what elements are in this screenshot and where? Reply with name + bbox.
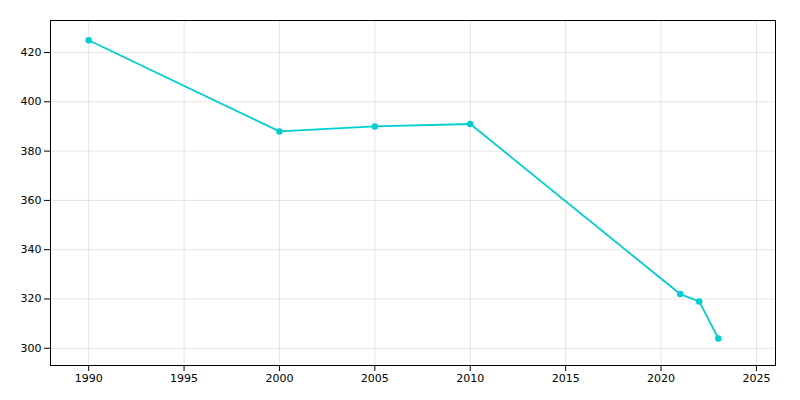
svg-text:300: 300 bbox=[21, 342, 42, 355]
svg-text:380: 380 bbox=[21, 145, 42, 158]
svg-text:1990: 1990 bbox=[75, 372, 103, 385]
svg-text:2020: 2020 bbox=[647, 372, 675, 385]
svg-text:400: 400 bbox=[21, 95, 42, 108]
svg-text:2005: 2005 bbox=[361, 372, 389, 385]
svg-text:1995: 1995 bbox=[170, 372, 198, 385]
svg-text:420: 420 bbox=[21, 46, 42, 59]
svg-text:2000: 2000 bbox=[265, 372, 293, 385]
svg-text:340: 340 bbox=[21, 243, 42, 256]
svg-text:2025: 2025 bbox=[742, 372, 770, 385]
svg-text:320: 320 bbox=[21, 292, 42, 305]
svg-text:360: 360 bbox=[21, 194, 42, 207]
svg-text:2010: 2010 bbox=[456, 372, 484, 385]
svg-text:2015: 2015 bbox=[552, 372, 580, 385]
